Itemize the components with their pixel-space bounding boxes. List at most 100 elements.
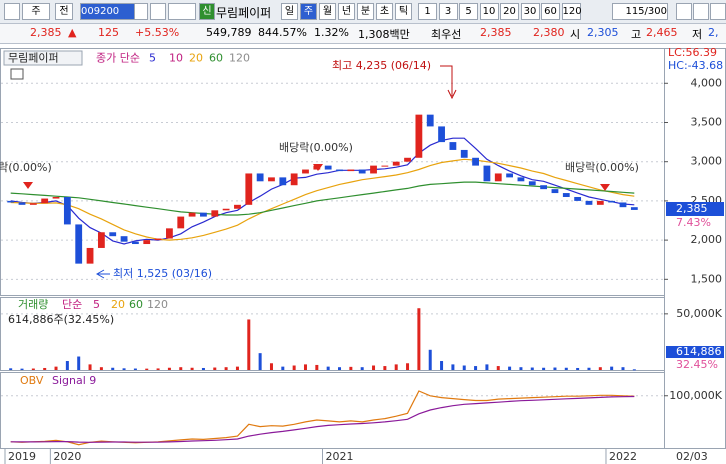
period-button[interactable]: 년: [338, 3, 355, 20]
cursor-date: 02/03: [676, 450, 708, 463]
icon[interactable]: [710, 3, 726, 20]
y-tick-label: 1,500: [691, 272, 723, 285]
volume-bar: [485, 364, 489, 370]
candle: [120, 236, 128, 242]
icon[interactable]: [676, 3, 692, 20]
moving-average: [10, 181, 635, 216]
volume-bar: [496, 366, 500, 370]
volume-bar: [542, 367, 546, 370]
value-box: [666, 346, 724, 358]
low-label: 저: [692, 28, 703, 41]
legend-item: OBV: [20, 374, 44, 387]
volume-bar: [587, 367, 591, 370]
annotation: 배당락(0.00%): [565, 161, 639, 174]
candle: [143, 240, 151, 245]
volume-bar: [315, 364, 319, 370]
candle: [268, 177, 275, 182]
volume-bar: [43, 367, 47, 370]
candle: [154, 238, 162, 241]
period-button[interactable]: 월: [319, 3, 336, 20]
volume-bar: [54, 366, 58, 370]
annotation: 최저 1,525 (03/16): [113, 267, 212, 280]
stock-name: 무림페이퍼: [216, 6, 272, 20]
candle: [551, 189, 559, 194]
volume: 549,789: [206, 26, 252, 39]
arrow: [440, 65, 457, 100]
period-button[interactable]: 일: [281, 3, 298, 20]
volume-bar: [9, 368, 13, 370]
dropdown[interactable]: [134, 3, 148, 20]
candle: [336, 169, 343, 172]
price-box: [666, 202, 724, 216]
volume-bar: [99, 367, 103, 370]
market-combo[interactable]: 주: [22, 3, 50, 20]
interval-button[interactable]: 3: [438, 3, 458, 20]
interval-button[interactable]: 120: [561, 3, 582, 20]
x-tick-label: 2019: [8, 450, 36, 463]
candle: [7, 200, 15, 203]
period-button[interactable]: 초: [376, 3, 393, 20]
interval-button[interactable]: 60: [541, 3, 560, 20]
legend-title: 종가 단순: [96, 52, 140, 65]
dividend-marker: [600, 184, 610, 191]
candle: [63, 196, 71, 225]
volume-bar: [372, 365, 376, 370]
chart-title: 무림페이퍼: [8, 52, 59, 65]
candle: [166, 228, 173, 239]
volume-bar: [31, 368, 35, 370]
volume-bar: [133, 368, 137, 370]
volume-bar: [281, 366, 285, 370]
volume-bar: [360, 367, 364, 370]
sound[interactable]: [168, 3, 196, 20]
volume-bar: [122, 368, 126, 370]
legend-item: 5: [149, 52, 156, 65]
volume-bar: [621, 367, 625, 370]
lc-label: LC:56.39: [668, 46, 717, 59]
legend-title: 단순: [62, 298, 82, 311]
candle: [472, 157, 479, 166]
period-button[interactable]: 틱: [395, 3, 412, 20]
volume-bar: [338, 367, 342, 370]
name-box: [3, 50, 83, 66]
candle: [358, 169, 366, 174]
candle: [608, 200, 616, 203]
volume-bar: [519, 367, 523, 370]
volume-info: 614,886주(32.45%): [8, 313, 114, 326]
period-button[interactable]: 분: [357, 3, 374, 20]
annotation: 최고 4,235 (06/14): [332, 59, 431, 72]
high-label: 고: [631, 28, 642, 41]
search[interactable]: [150, 3, 166, 20]
interval-button[interactable]: 1: [418, 3, 437, 20]
interval-button[interactable]: 30: [520, 3, 540, 20]
volume-bar: [564, 367, 568, 370]
volume-ratio: 844.57%: [258, 26, 307, 39]
y-tick-label: 3,000: [691, 155, 723, 168]
candle: [211, 210, 219, 217]
count-input[interactable]: 115/300: [612, 3, 668, 20]
volume-bar: [179, 367, 183, 370]
candle: [245, 173, 253, 205]
volume-bar: [349, 366, 353, 370]
volume-bar: [462, 365, 466, 370]
interval-button[interactable]: 20: [500, 3, 519, 20]
code-input[interactable]: 009200: [80, 3, 136, 20]
volume-bar: [167, 367, 171, 370]
prev-button[interactable]: 전: [55, 3, 73, 20]
candle: [392, 161, 400, 166]
icon[interactable]: [693, 3, 709, 20]
best-label: 최우선: [431, 28, 462, 41]
interval-button[interactable]: 5: [459, 3, 478, 20]
volume-bar: [553, 367, 557, 370]
candle: [506, 173, 513, 178]
period-button[interactable]: 주: [300, 3, 317, 20]
amount: 1,308백만: [358, 28, 410, 41]
icon[interactable]: [4, 3, 20, 20]
open: 2,305: [587, 26, 619, 39]
candle: [619, 202, 627, 208]
candle: [460, 149, 468, 158]
volume-bar: [394, 364, 398, 370]
interval-button[interactable]: 10: [479, 3, 499, 20]
volume-bar: [88, 364, 92, 370]
last-pct: 7.43%: [676, 216, 711, 229]
